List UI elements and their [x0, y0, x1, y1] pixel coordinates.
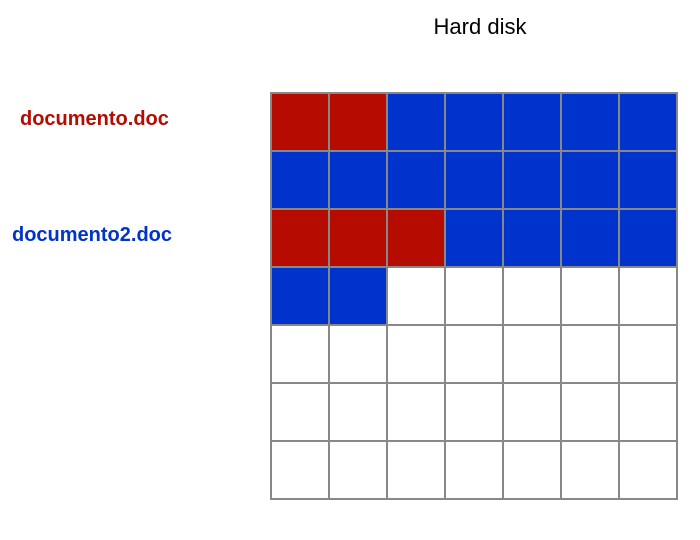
disk-block [561, 209, 619, 267]
disk-block [329, 325, 387, 383]
disk-block [619, 441, 677, 499]
disk-block [387, 267, 445, 325]
disk-block [271, 383, 329, 441]
disk-block [561, 93, 619, 151]
disk-block [329, 441, 387, 499]
disk-block [271, 209, 329, 267]
disk-block [329, 267, 387, 325]
file-label-documento: documento.doc [20, 108, 169, 131]
disk-block [561, 441, 619, 499]
disk-block [271, 267, 329, 325]
disk-block [503, 325, 561, 383]
disk-block [503, 383, 561, 441]
disk-block [271, 93, 329, 151]
disk-block [561, 267, 619, 325]
file-label-documento2: documento2.doc [12, 224, 172, 247]
disk-block [561, 325, 619, 383]
disk-block [387, 151, 445, 209]
disk-block [503, 93, 561, 151]
disk-block [445, 151, 503, 209]
disk-block [561, 151, 619, 209]
disk-block [271, 151, 329, 209]
disk-block [619, 209, 677, 267]
diagram-title: Hard disk [380, 14, 580, 40]
disk-block [619, 267, 677, 325]
disk-block [445, 209, 503, 267]
disk-block [503, 441, 561, 499]
disk-block [387, 383, 445, 441]
disk-block [503, 209, 561, 267]
disk-block [445, 441, 503, 499]
disk-block [445, 325, 503, 383]
disk-block [503, 267, 561, 325]
disk-block [271, 325, 329, 383]
disk-block [387, 93, 445, 151]
disk-block [619, 151, 677, 209]
disk-block [329, 93, 387, 151]
disk-block [619, 383, 677, 441]
disk-block [329, 151, 387, 209]
hard-disk-grid [270, 92, 678, 500]
disk-block [387, 209, 445, 267]
disk-block [561, 383, 619, 441]
disk-block [445, 383, 503, 441]
disk-block [271, 441, 329, 499]
disk-block [387, 441, 445, 499]
disk-block [503, 151, 561, 209]
disk-block [445, 93, 503, 151]
disk-block [619, 93, 677, 151]
disk-block [387, 325, 445, 383]
disk-block [329, 209, 387, 267]
disk-block [329, 383, 387, 441]
disk-block [619, 325, 677, 383]
disk-block [445, 267, 503, 325]
